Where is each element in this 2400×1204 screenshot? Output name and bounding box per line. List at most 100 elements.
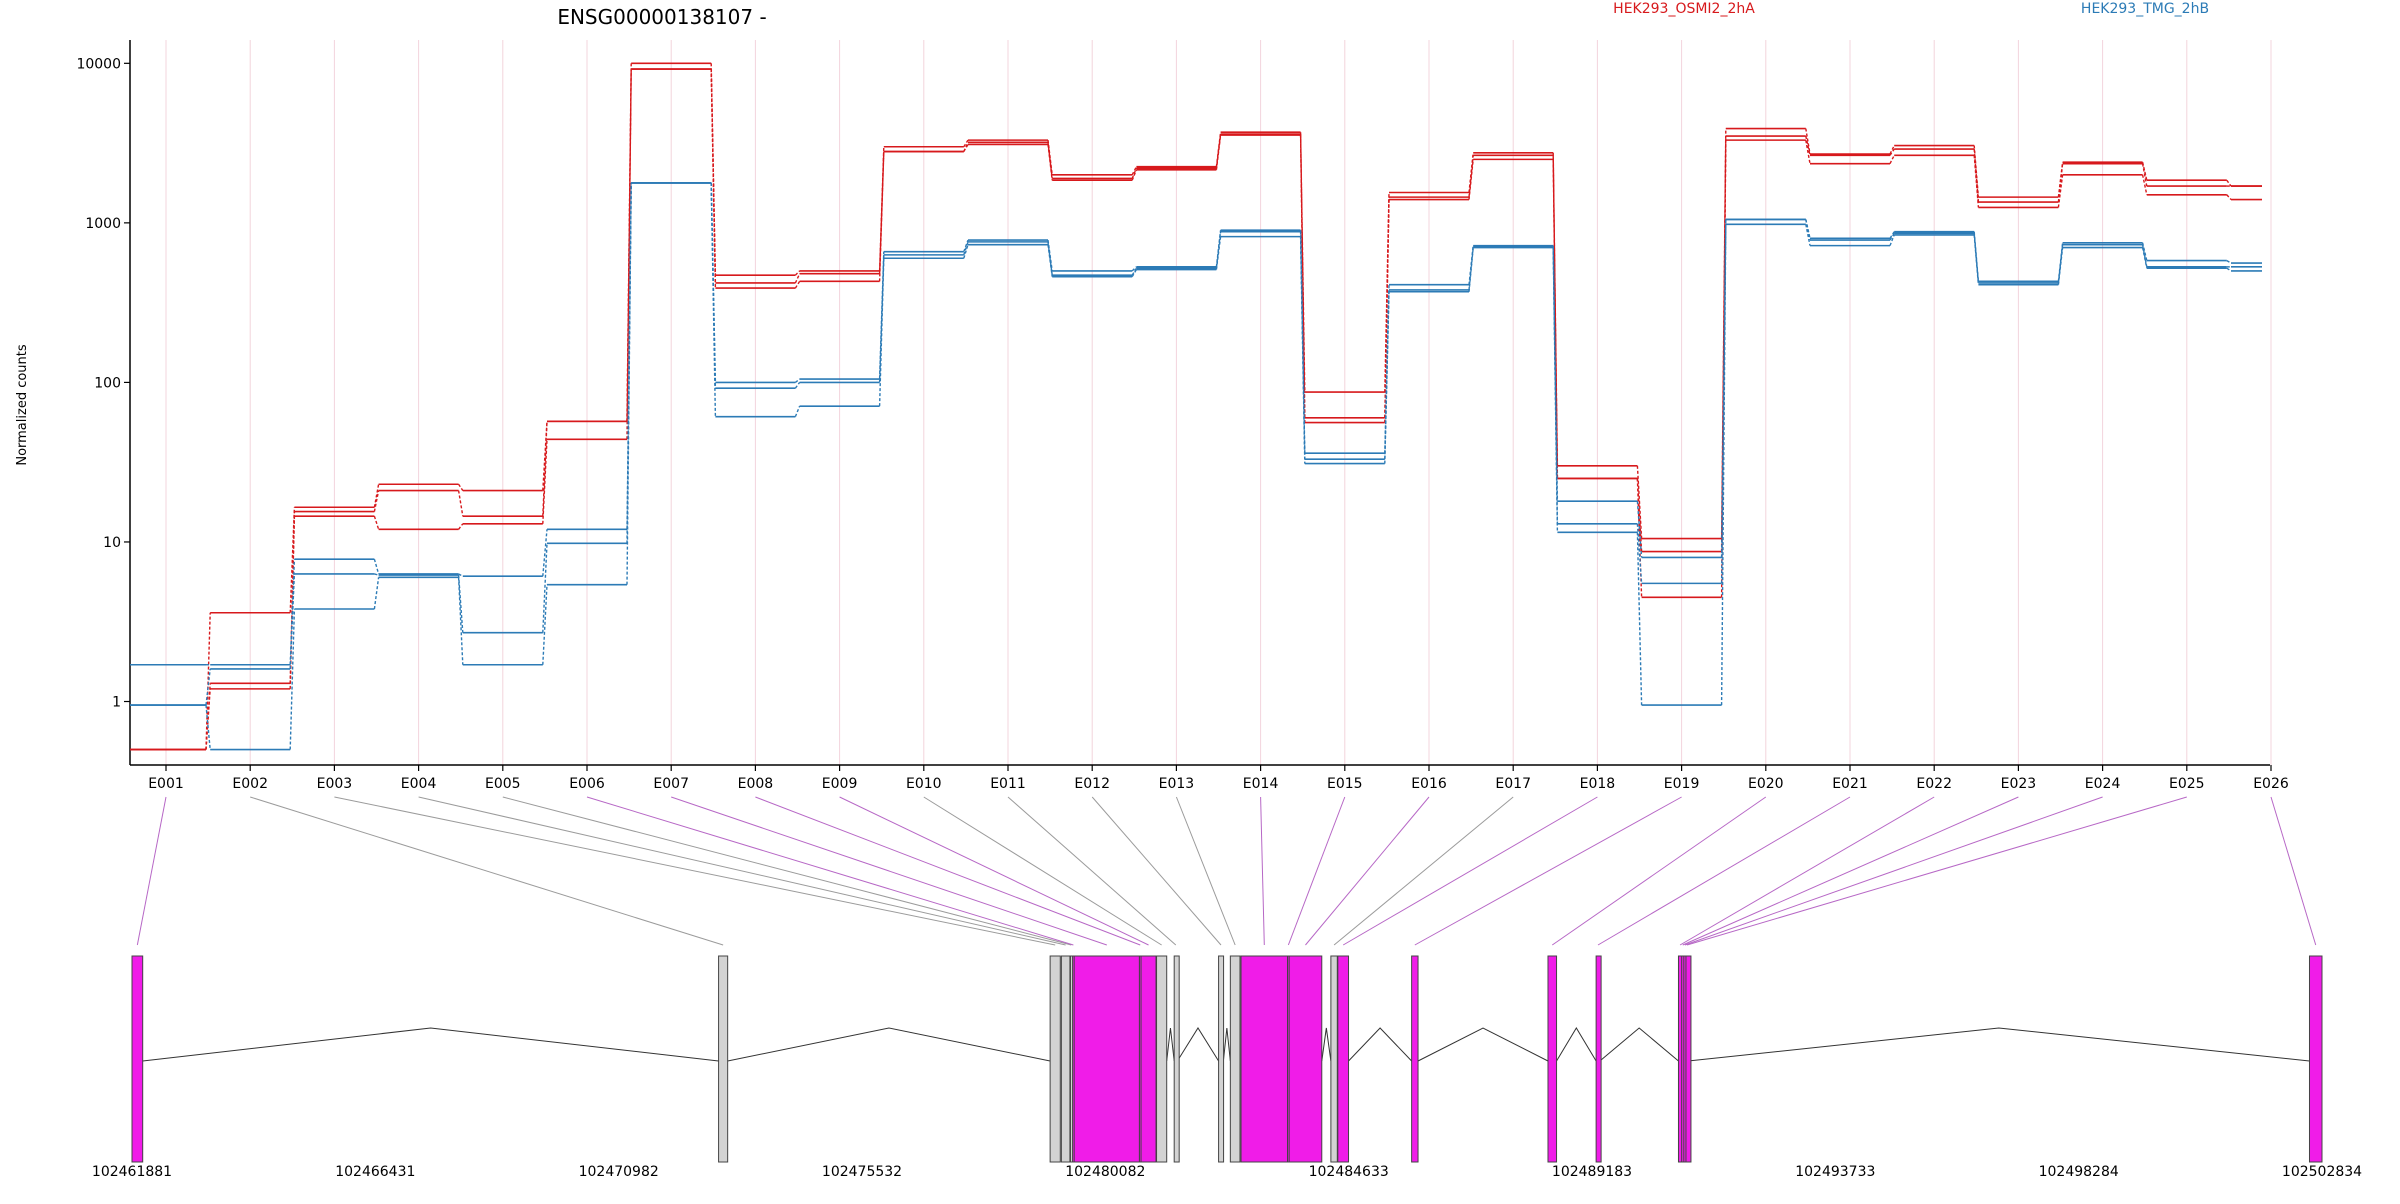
series-connector	[1552, 247, 1559, 533]
intron-line	[1556, 1027, 1597, 1062]
series-connector	[1889, 234, 1895, 246]
series-connector	[794, 280, 801, 289]
connector-layer	[136, 796, 2317, 946]
x-tick-label: E021	[1832, 776, 1868, 792]
series-connector	[1299, 236, 1306, 464]
exon-connector	[1333, 796, 1514, 946]
coordinate-tick-label: 102484633	[1309, 1164, 1389, 1180]
series-connector	[794, 382, 801, 389]
series-connector	[1299, 132, 1306, 393]
series-connector	[289, 507, 296, 613]
series-connector	[1047, 142, 1053, 179]
exon-box-E001	[131, 955, 144, 1163]
series-connector	[1889, 155, 1895, 164]
exon-box-E004	[1060, 955, 1071, 1163]
exon-connector	[2270, 796, 2317, 946]
grid-layer	[165, 40, 2272, 765]
x-tick-label: E003	[317, 776, 353, 792]
exon-connector	[1597, 796, 1851, 946]
series-connector	[205, 704, 211, 750]
exon-connector	[1091, 796, 1222, 946]
series-connector	[1805, 128, 1811, 155]
series-connector	[2141, 163, 2148, 187]
exon-connector	[671, 796, 1107, 946]
x-tick-label: E017	[1495, 776, 1531, 792]
y-tick-label: 10	[103, 535, 121, 551]
series-connector	[542, 584, 548, 665]
series-connector	[1131, 266, 1137, 272]
coordinate-tick-label: 102498284	[2039, 1164, 2119, 1180]
series-connector	[1299, 135, 1306, 423]
series-connector	[1468, 159, 1474, 200]
series-connector	[458, 483, 464, 491]
series-connector	[2226, 267, 2232, 272]
exon-box-E025	[1685, 955, 1692, 1163]
intron-line	[727, 1027, 1051, 1062]
series-connector	[2141, 244, 2148, 267]
y-tick-label: 1	[112, 695, 121, 711]
exon-connector	[755, 796, 1141, 946]
intron-line	[1321, 1027, 1332, 1062]
exon-connector	[1682, 796, 2019, 946]
exon-connector	[1342, 796, 1598, 946]
exon-box-E018	[1337, 955, 1350, 1163]
coordinate-tick-label: 102493733	[1795, 1164, 1875, 1180]
series-connector	[2141, 174, 2148, 195]
series-connector	[1131, 166, 1138, 176]
exon-connector	[334, 796, 1056, 946]
x-tick-label: E012	[1074, 776, 1110, 792]
series-connector	[373, 484, 380, 508]
x-tick-label: E024	[2085, 776, 2121, 792]
series-1	[130, 62, 2262, 751]
gene-model-layer: 102461881 102466431 102470982 102475532 1024…	[92, 955, 2362, 1180]
exon-connector	[136, 796, 167, 946]
exon-connector	[1414, 796, 1682, 946]
exon-connector	[1175, 796, 1236, 946]
exon-box-E019	[1411, 955, 1419, 1163]
series-connector	[878, 151, 885, 282]
exon-box-E009	[1140, 955, 1157, 1163]
intron-line	[1348, 1027, 1412, 1062]
coordinate-tick-label: 102480082	[1065, 1164, 1145, 1180]
series-connector	[457, 577, 464, 665]
x-tick-label: E020	[1748, 776, 1784, 792]
x-tick-label: E026	[2253, 776, 2289, 792]
series-connector	[878, 251, 885, 380]
exon-box-E003	[1049, 955, 1061, 1163]
series-connector	[2141, 242, 2148, 261]
series-connector	[1636, 532, 1643, 706]
series-connector	[1720, 219, 1727, 584]
series-connector	[1131, 267, 1138, 276]
intron-line	[142, 1027, 719, 1062]
exon-connector	[586, 796, 1074, 946]
exon-connector	[1287, 796, 1346, 946]
series-connector	[1973, 234, 1980, 285]
series-connector	[626, 69, 632, 422]
series-connector	[373, 577, 380, 610]
exon-box-E011	[1173, 955, 1180, 1163]
legend-entry-tmg: HEK293_TMG_2hB	[2081, 1, 2209, 17]
series-connector	[1131, 169, 1138, 181]
series-connector	[1805, 135, 1811, 156]
series-connector	[2057, 174, 2064, 208]
series-connector	[1215, 134, 1222, 170]
x-tick-label: E023	[2001, 776, 2037, 792]
exon-box-E013	[1229, 955, 1241, 1163]
exon-connector	[1684, 796, 2103, 946]
series-6	[130, 182, 2262, 751]
series-connector	[2141, 247, 2148, 269]
x-tick-label: E015	[1327, 776, 1363, 792]
intron-line	[1222, 1027, 1231, 1062]
x-tick-label: E002	[232, 776, 268, 792]
series-connector	[542, 439, 548, 524]
coordinate-tick-label: 102489183	[1552, 1164, 1632, 1180]
series-connector	[1384, 291, 1390, 464]
coordinate-tick-label: 102466431	[335, 1164, 415, 1180]
x-tick-label: E025	[2169, 776, 2205, 792]
series-connector	[626, 69, 632, 440]
series-connector	[710, 182, 717, 417]
series-connector	[374, 573, 379, 576]
x-tick-label: E013	[1159, 776, 1195, 792]
series-connector	[1047, 144, 1053, 181]
